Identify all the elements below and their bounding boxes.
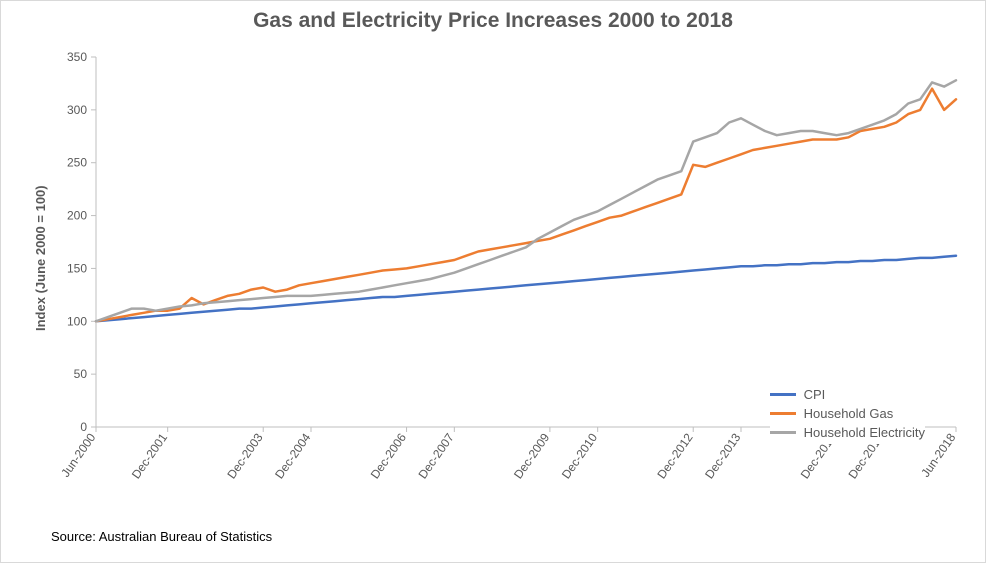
source-note: Source: Australian Bureau of Statistics <box>51 529 272 544</box>
svg-text:100: 100 <box>67 314 87 328</box>
svg-text:Jun-2000: Jun-2000 <box>58 430 98 479</box>
svg-text:150: 150 <box>67 261 87 275</box>
chart-frame: Gas and Electricity Price Increases 2000… <box>0 0 986 563</box>
svg-text:200: 200 <box>67 209 87 223</box>
legend-swatch <box>770 431 796 434</box>
svg-text:Dec-2006: Dec-2006 <box>368 430 409 481</box>
legend-label: Household Electricity <box>804 425 925 440</box>
line-chart: 050100150200250300350Jun-2000Dec-2001Dec… <box>13 47 975 527</box>
svg-text:300: 300 <box>67 103 87 117</box>
svg-text:Dec-2009: Dec-2009 <box>511 430 552 481</box>
svg-text:Dec-2004: Dec-2004 <box>272 430 313 481</box>
legend-swatch <box>770 393 796 396</box>
legend-item: Household Electricity <box>770 425 925 440</box>
legend: CPI Household Gas Household Electricity <box>770 383 925 444</box>
svg-text:Dec-2007: Dec-2007 <box>415 430 456 481</box>
svg-text:Dec-2010: Dec-2010 <box>559 430 600 481</box>
legend-swatch <box>770 412 796 415</box>
svg-text:Dec-2001: Dec-2001 <box>129 430 170 481</box>
svg-text:Dec-2003: Dec-2003 <box>224 430 265 481</box>
chart-title: Gas and Electricity Price Increases 2000… <box>13 9 973 33</box>
svg-text:50: 50 <box>74 367 88 381</box>
svg-text:250: 250 <box>67 156 87 170</box>
legend-item: Household Gas <box>770 406 925 421</box>
legend-label: Household Gas <box>804 406 894 421</box>
svg-text:Dec-2012: Dec-2012 <box>654 430 695 481</box>
svg-text:350: 350 <box>67 50 87 64</box>
legend-label: CPI <box>804 387 826 402</box>
svg-text:Dec-2013: Dec-2013 <box>702 430 743 481</box>
legend-item: CPI <box>770 387 925 402</box>
